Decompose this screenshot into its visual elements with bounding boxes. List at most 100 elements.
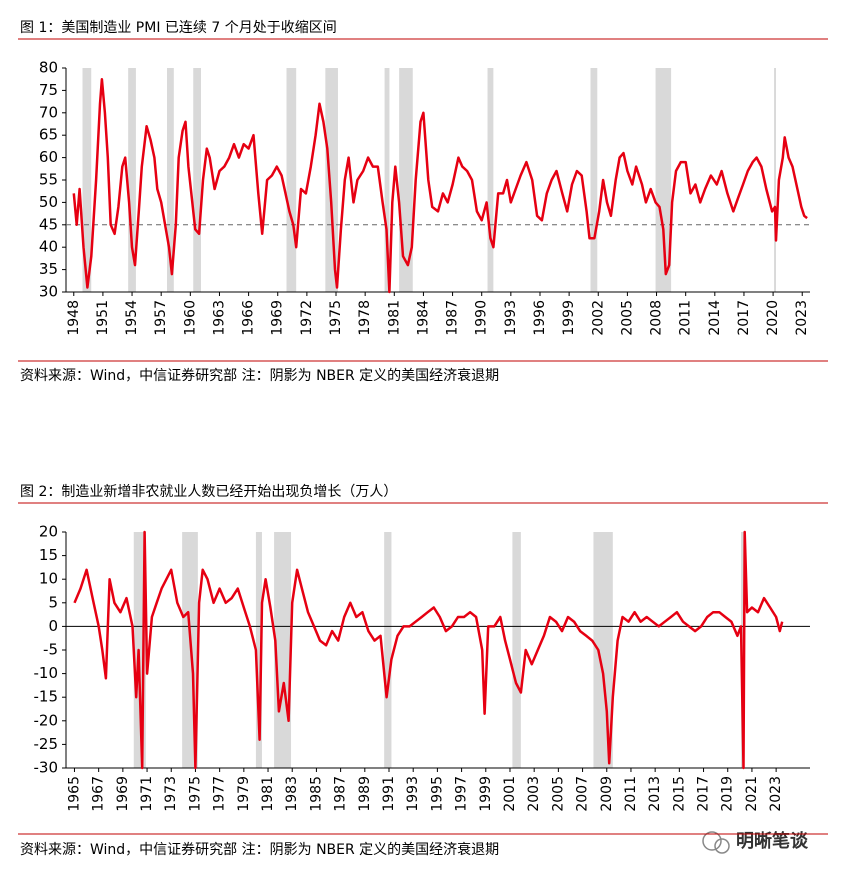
x-tick-label: 1987 [445, 300, 461, 336]
y-tick-label: 10 [39, 570, 58, 588]
y-tick-label: 35 [39, 260, 58, 278]
data-line [72, 77, 808, 294]
y-tick-label: 30 [39, 283, 58, 301]
recession-band [255, 532, 262, 768]
x-tick-label: 2019 [720, 776, 736, 812]
recession-band [286, 68, 297, 292]
x-tick-label: 2023 [768, 776, 784, 812]
x-tick-label: 2002 [590, 300, 606, 336]
x-tick-label: 2007 [575, 776, 591, 812]
x-tick-label: 2005 [619, 300, 635, 336]
x-tick-label: 1963 [211, 300, 227, 336]
x-tick-label: 2001 [502, 776, 518, 812]
x-tick-label: 2021 [744, 776, 760, 812]
x-tick-label: 2017 [736, 300, 752, 336]
watermark-icon [714, 838, 730, 854]
x-tick-label: 1971 [139, 776, 155, 812]
recession-band [82, 68, 92, 292]
recession-band [590, 68, 598, 292]
watermark-text: 明晰笔谈 [736, 830, 809, 852]
x-tick-label: 1969 [115, 776, 131, 812]
y-tick-label: 70 [39, 103, 58, 121]
watermark-icon [702, 831, 722, 851]
x-tick-label: 2011 [623, 776, 639, 812]
y-tick-label: 50 [39, 193, 58, 211]
x-tick-label: 1990 [474, 300, 490, 336]
data-line [73, 530, 784, 770]
recession-band [774, 68, 777, 292]
x-tick-label: 1975 [328, 300, 344, 336]
recession-band [128, 68, 136, 292]
x-tick-label: 1985 [308, 776, 324, 812]
x-tick-label: 1983 [284, 776, 300, 812]
x-tick-label: 2015 [671, 776, 687, 812]
x-tick-label: 2009 [599, 776, 615, 812]
y-tick-label: 55 [39, 171, 58, 189]
recession-band [399, 68, 413, 292]
recession-band [593, 532, 613, 768]
x-tick-label: 1972 [299, 300, 315, 336]
x-tick-label: 1967 [91, 776, 107, 812]
x-tick-label: 1948 [66, 300, 82, 336]
x-tick-label: 1969 [270, 300, 286, 336]
x-tick-label: 2011 [678, 300, 694, 336]
recession-band [487, 68, 494, 292]
y-tick-label: -20 [34, 711, 59, 729]
x-tick-label: 1991 [381, 776, 397, 812]
x-tick-label: 1973 [163, 776, 179, 812]
recession-band [325, 68, 338, 292]
x-tick-label: 1993 [405, 776, 421, 812]
source-note: 资料来源：Wind，中信证券研究部 注：阴影为 NBER 定义的美国经济衰退期 [20, 367, 499, 384]
x-tick-label: 1975 [187, 776, 203, 812]
y-tick-label: 15 [39, 546, 58, 564]
x-tick-label: 1966 [241, 300, 257, 336]
x-tick-label: 2005 [550, 776, 566, 812]
x-tick-label: 1977 [212, 776, 228, 812]
source-note: 资料来源：Wind，中信证券研究部 注：阴影为 NBER 定义的美国经济衰退期 [20, 841, 499, 858]
recession-band [384, 68, 390, 292]
x-tick-label: 1981 [386, 300, 402, 336]
x-tick-label: 1999 [561, 300, 577, 336]
x-tick-label: 2023 [794, 300, 810, 336]
y-tick-label: 40 [39, 238, 58, 256]
x-tick-label: 1999 [478, 776, 494, 812]
chart-title: 图 1：美国制造业 PMI 已连续 7 个月处于收缩区间 [20, 19, 337, 36]
x-tick-label: 1993 [503, 300, 519, 336]
y-tick-label: 45 [39, 215, 58, 233]
x-tick-label: 1957 [153, 300, 169, 336]
y-tick-label: -5 [43, 641, 58, 659]
x-tick-label: 1987 [333, 776, 349, 812]
x-tick-label: 1984 [415, 300, 431, 336]
y-tick-label: 0 [48, 617, 58, 635]
y-tick-label: 65 [39, 126, 58, 144]
x-tick-label: 1989 [357, 776, 373, 812]
y-tick-label: 20 [39, 523, 58, 541]
chart: 图 1：美国制造业 PMI 已连续 7 个月处于收缩区间资料来源：Wind，中信… [18, 19, 828, 384]
y-tick-label: 60 [39, 148, 58, 166]
x-tick-label: 1995 [429, 776, 445, 812]
x-tick-label: 1965 [66, 776, 82, 812]
x-tick-label: 1981 [260, 776, 276, 812]
x-tick-label: 1979 [236, 776, 252, 812]
y-tick-label: 75 [39, 81, 58, 99]
x-tick-label: 1954 [124, 300, 140, 336]
watermark: 明晰笔谈 [702, 830, 809, 854]
x-tick-label: 1951 [95, 300, 111, 336]
recession-band [193, 68, 202, 292]
chart: 图 2：制造业新增非农就业人数已经开始出现负增长（万人） 资料来源：Wind，中信… [18, 484, 828, 858]
y-tick-label: 80 [39, 59, 58, 77]
y-tick-label: 5 [48, 593, 58, 611]
x-tick-label: 2020 [765, 300, 781, 336]
x-tick-label: 1978 [357, 300, 373, 336]
x-tick-label: 2013 [647, 776, 663, 812]
y-tick-label: -10 [34, 664, 59, 682]
y-tick-label: -15 [34, 688, 59, 706]
x-tick-label: 2008 [649, 300, 665, 336]
recession-band [384, 532, 392, 768]
x-tick-label: 1960 [182, 300, 198, 336]
x-tick-label: 2017 [696, 776, 712, 812]
x-tick-label: 1996 [532, 300, 548, 336]
y-tick-label: -25 [34, 735, 59, 753]
